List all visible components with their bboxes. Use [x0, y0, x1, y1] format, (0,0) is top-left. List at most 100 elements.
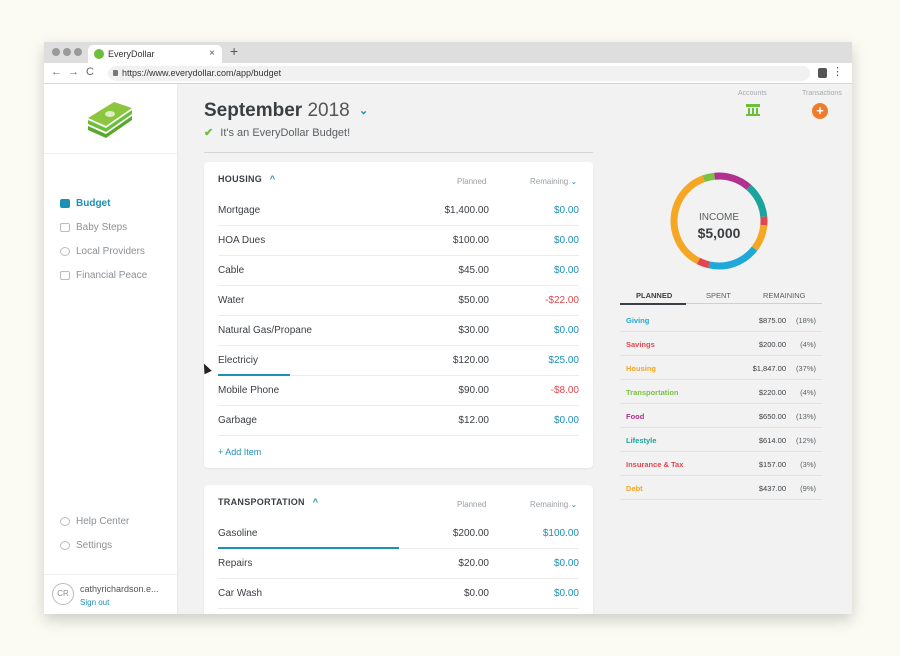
summary-row: Lifestyle $614.00 (12%)	[620, 428, 822, 452]
summary-row: Transportation $220.00 (4%)	[620, 380, 822, 404]
sidebar-item-financial-peace[interactable]: Financial Peace	[60, 270, 147, 281]
reload-icon[interactable]: C	[86, 66, 94, 78]
summary-amount: $614.00	[758, 436, 786, 445]
avatar[interactable]: CR	[52, 583, 74, 605]
folder-icon	[60, 199, 70, 208]
donut-segment	[670, 172, 768, 270]
line-item-planned[interactable]: $0.00	[463, 588, 489, 599]
chevron-down-icon: ⌄	[570, 177, 578, 186]
add-transaction-button[interactable]: +	[812, 103, 828, 119]
cube-icon	[60, 223, 70, 232]
tab-close-icon[interactable]: ×	[209, 48, 215, 59]
tab-spent[interactable]: SPENT	[706, 291, 732, 300]
line-item-planned[interactable]: $120.00	[452, 355, 489, 366]
back-icon[interactable]: ←	[51, 66, 62, 78]
budget-line-item[interactable]: Garbage $12.00 $0.00	[218, 406, 579, 436]
income-value: $5,000	[697, 225, 741, 241]
budget-line-item[interactable]: Mortgage $1,400.00 $0.00	[218, 196, 579, 226]
sidebar-item-help-center[interactable]: Help Center	[60, 516, 129, 527]
add-item-label: + Add Item	[218, 447, 262, 457]
book-icon	[60, 271, 70, 280]
sidebar-item-baby-steps[interactable]: Baby Steps	[60, 222, 127, 233]
profile-icon[interactable]	[818, 68, 827, 78]
sidebar-item-local-providers[interactable]: Local Providers	[60, 246, 145, 257]
forward-icon[interactable]: →	[68, 66, 79, 78]
sign-out-link[interactable]: Sign out	[80, 598, 110, 607]
remaining-column-header[interactable]: Remaining ⌄	[530, 500, 577, 509]
line-item-name[interactable]: Car Wash	[218, 588, 263, 599]
line-item-planned[interactable]: $1,400.00	[444, 205, 490, 216]
budget-line-item[interactable]: Natural Gas/Propane $30.00 $0.00	[218, 316, 579, 346]
tab-remaining[interactable]: REMAINING	[763, 291, 806, 300]
line-item-planned[interactable]: $200.00	[452, 528, 489, 539]
summary-row: Savings $200.00 (4%)	[620, 332, 822, 356]
line-item-planned[interactable]: $12.00	[458, 415, 489, 426]
income-label: INCOME	[699, 212, 739, 223]
summary-row: Food $650.00 (13%)	[620, 404, 822, 428]
summary-percent: (3%)	[800, 460, 816, 469]
tab-planned[interactable]: PLANNED	[636, 291, 673, 300]
lifebuoy-icon	[60, 517, 70, 526]
line-item-planned[interactable]: $20.00	[458, 558, 489, 569]
line-item-name[interactable]: Mortgage	[218, 205, 261, 216]
sidebar-item-budget[interactable]: Budget	[60, 198, 110, 209]
window-minimize-dot[interactable]	[63, 48, 71, 56]
line-item-name[interactable]: Natural Gas/Propane	[218, 325, 312, 336]
summary-percent: (12%)	[795, 436, 816, 445]
add-item-button[interactable]: + Add Item	[218, 436, 579, 468]
chevron-down-icon[interactable]: ⌄	[359, 105, 369, 118]
summary-amount: $157.00	[758, 460, 786, 469]
budget-line-item[interactable]: Cable $45.00 $0.00	[218, 256, 579, 286]
group-title[interactable]: TRANSPORTATION ^	[218, 497, 318, 507]
budget-line-item[interactable]: Car Wash $0.00 $0.00	[218, 579, 579, 609]
line-item-name[interactable]: Water	[218, 295, 245, 306]
budget-line-item[interactable]: HOA Dues $100.00 $0.00	[218, 226, 579, 256]
summary-amount: $437.00	[758, 484, 786, 493]
line-item-name[interactable]: Electriciy	[218, 355, 259, 366]
window-close-dot[interactable]	[52, 48, 60, 56]
everydollar-logo-icon[interactable]	[84, 98, 134, 138]
line-item-name[interactable]: Mobile Phone	[218, 385, 280, 396]
browser-tab[interactable]: EveryDollar ×	[88, 45, 222, 63]
remaining-column-header[interactable]: Remaining ⌄	[530, 177, 577, 186]
sidebar-item-label: Baby Steps	[76, 222, 128, 233]
budget-line-item[interactable]: Repairs $20.00 $0.00	[218, 549, 579, 579]
budget-line-item[interactable]: Mobile Phone $90.00 -$8.00	[218, 376, 579, 406]
bank-icon[interactable]	[746, 104, 760, 116]
summary-category: Lifestyle	[626, 436, 657, 445]
line-item-name[interactable]: Cable	[218, 265, 245, 276]
line-item-name[interactable]: HOA Dues	[218, 235, 266, 246]
budget-line-item[interactable]: Water $50.00 -$22.00	[218, 286, 579, 316]
summary-row: Debt $437.00 (9%)	[620, 476, 822, 500]
sidebar-item-settings[interactable]: Settings	[60, 540, 112, 551]
line-item-planned[interactable]: $50.00	[458, 295, 489, 306]
planned-column-header: Planned	[457, 500, 487, 509]
summary-list: Giving $875.00 (18%) Savings $200.00 (4%) Hous…	[620, 308, 822, 500]
browser-menu-icon[interactable]: ⋮	[832, 66, 843, 78]
group-header: HOUSING ^ Planned Remaining ⌄	[204, 162, 593, 196]
month-selector[interactable]: September 2018 ⌄	[204, 100, 368, 122]
summary-percent: (9%)	[800, 484, 816, 493]
window-maximize-dot[interactable]	[74, 48, 82, 56]
tab-bar: EveryDollar × +	[44, 42, 852, 63]
summary-tabs: PLANNED SPENT REMAINING	[620, 288, 822, 305]
collapse-icon[interactable]: ^	[312, 497, 319, 507]
line-item-name[interactable]: Gasoline	[218, 528, 258, 539]
budget-line-item[interactable]: Gasoline $200.00 $100.00	[218, 519, 579, 549]
group-items: Gasoline $200.00 $100.00 Repairs $20.00 $0.00…	[204, 519, 593, 609]
url-bar: ← → C https://www.everydollar.com/app/bu…	[44, 63, 852, 84]
collapse-icon[interactable]: ^	[269, 174, 276, 184]
url-text: https://www.everydollar.com/app/budget	[122, 68, 282, 78]
group-title[interactable]: HOUSING ^	[218, 174, 275, 184]
summary-percent: (4%)	[800, 388, 816, 397]
line-item-name[interactable]: Repairs	[218, 558, 253, 569]
line-item-name[interactable]: Garbage	[218, 415, 257, 426]
line-item-planned[interactable]: $45.00	[458, 265, 489, 276]
line-item-planned[interactable]: $30.00	[458, 325, 489, 336]
line-item-planned[interactable]: $90.00	[458, 385, 489, 396]
address-input[interactable]: https://www.everydollar.com/app/budget	[108, 66, 810, 81]
new-tab-button[interactable]: +	[230, 43, 239, 59]
chevron-down-icon: ⌄	[570, 500, 578, 509]
line-item-planned[interactable]: $100.00	[452, 235, 489, 246]
budget-line-item[interactable]: Electriciy $120.00 $25.00	[218, 346, 579, 376]
